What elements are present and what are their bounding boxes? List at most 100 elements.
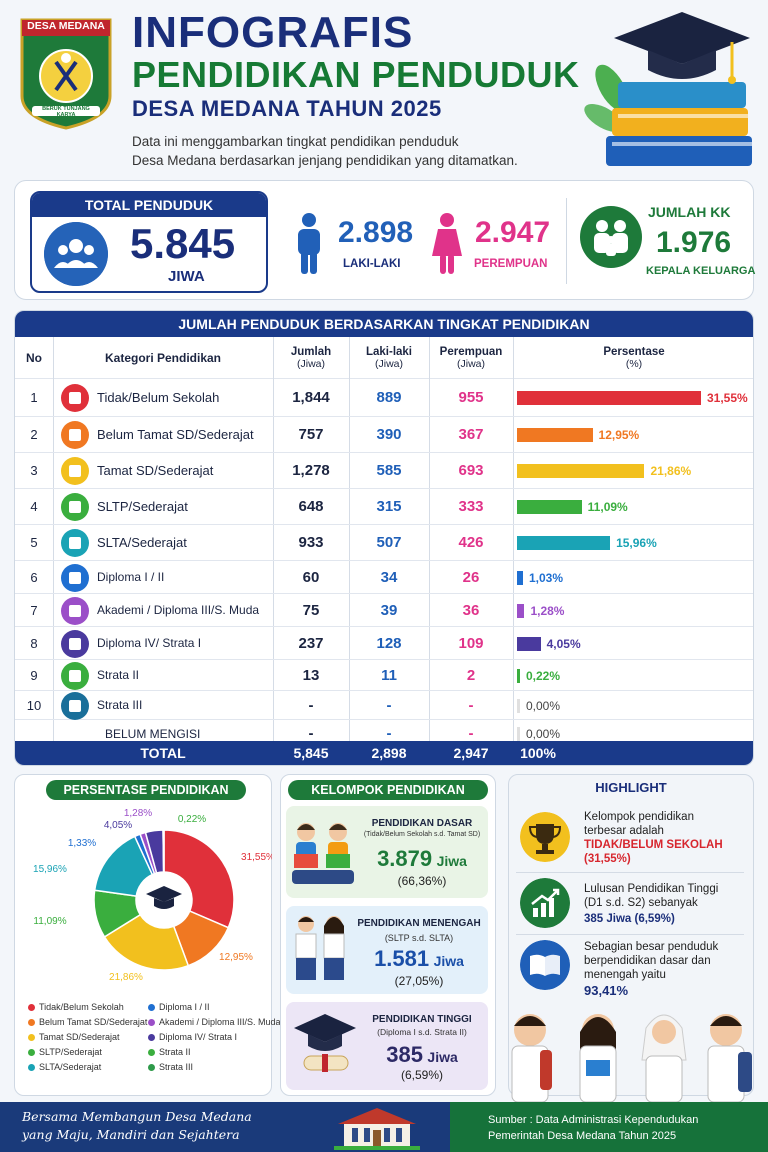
row-kategori: SLTP/Sederajat <box>97 499 188 514</box>
male-value: 2.898 <box>338 216 414 249</box>
legend-label: Tidak/Belum Sekolah <box>39 1002 124 1012</box>
row-perempuan: 36 <box>462 601 480 619</box>
category-icon <box>61 529 89 557</box>
total-population-label: TOTAL PENDUDUK <box>32 193 266 217</box>
total-label: TOTAL <box>140 745 186 761</box>
row-perempuan: 367 <box>458 426 484 443</box>
highlight-3-line-b: berpendidikan dasar dan <box>584 955 711 967</box>
male-icon <box>298 213 320 274</box>
highlight-3-line-a: Sebagian besar penduduk <box>584 941 719 953</box>
header-jumlah-unit: (Jiwa) <box>297 357 325 370</box>
category-icon-glyph <box>69 699 81 712</box>
kelompok-dasar-value: 3.879 <box>377 846 433 871</box>
books-graduation-cap-icon <box>584 12 752 166</box>
legend-swatch <box>28 1064 35 1072</box>
percentage-label: 21,86% <box>650 464 692 478</box>
row-kategori: SLTA/Sederajat <box>97 535 187 550</box>
row-kategori: Diploma I / II <box>97 570 165 584</box>
row-kategori: Belum Tamat SD/Sederajat <box>97 427 254 442</box>
percentage-label: 11,09% <box>587 500 628 514</box>
total-population-value: 5.845 <box>130 220 236 267</box>
row-no: 7 <box>30 602 38 618</box>
row-laki: - <box>386 725 392 742</box>
kelompok-tinggi-name: PENDIDIKAN TINGGI <box>372 1014 472 1025</box>
pie-label: 1,28% <box>124 808 152 819</box>
legend-swatch <box>28 1004 35 1012</box>
highlight-1-line-c: TIDAK/BELUM SEKOLAH <box>584 839 723 851</box>
category-icon <box>61 384 89 412</box>
students-uniform-icon <box>295 916 345 980</box>
legend-swatch <box>148 1004 155 1012</box>
header-persentase: Persentase (%) <box>513 337 753 378</box>
category-icon <box>61 596 89 625</box>
highlight-3: Sebagian besar penduduk berpendidikan da… <box>584 940 718 998</box>
row-jumlah: 757 <box>298 426 324 443</box>
female-label: PEREMPUAN <box>474 258 548 270</box>
row-laki: 128 <box>376 634 402 652</box>
pie-label: 0,22% <box>178 814 206 825</box>
row-no: 4 <box>30 499 38 514</box>
kelompok-dasar-name: PENDIDIKAN DASAR <box>371 818 473 829</box>
header-perempuan-label: Perempuan <box>439 345 503 358</box>
kk-title: JUMLAH KK <box>648 204 731 220</box>
percentage-label: 0,00% <box>526 727 561 741</box>
legend-label: Diploma IV/ Strata I <box>159 1032 238 1042</box>
desc-line-1: Data ini menggambarkan tingkat pendidika… <box>132 134 459 149</box>
female-icon <box>432 213 462 274</box>
row-jumlah: - <box>308 696 314 714</box>
pie-label: 12,95% <box>219 952 253 963</box>
legend-item: Tamat SD/Sederajat <box>28 1032 120 1042</box>
legend-swatch <box>148 1019 155 1027</box>
percentage-label: 1,03% <box>529 570 564 585</box>
legend-label: Tamat SD/Sederajat <box>39 1032 120 1042</box>
legend-label: SLTA/Sederajat <box>39 1062 102 1072</box>
row-perempuan: 693 <box>458 462 484 479</box>
legend-label: Akademi / Diploma III/S. Muda <box>159 1017 281 1027</box>
header-perempuan: Perempuan (Jiwa) <box>429 337 513 378</box>
legend-item: Strata III <box>148 1062 193 1072</box>
percentage-bar <box>517 727 520 741</box>
total-jumlah: 5,845 <box>293 745 329 761</box>
kelompok-tinggi-pct: (6,59%) <box>400 1068 444 1082</box>
column-divider <box>349 337 350 747</box>
highlight-1: Kelompok pendidikan terbesar adalah TIDA… <box>584 810 723 866</box>
highlight-title: HIGHLIGHT <box>595 780 667 795</box>
percentage-label: 4,05% <box>546 636 581 651</box>
row-no: 6 <box>30 569 38 585</box>
highlight-2-line-b: (D1 s.d. S2) sebanyak <box>584 897 698 909</box>
column-divider <box>273 337 274 747</box>
header-laki-unit: (Jiwa) <box>375 357 403 370</box>
trophy-icon <box>520 812 570 862</box>
legend-item: Strata II <box>148 1047 191 1057</box>
total-laki: 2,898 <box>371 745 407 761</box>
kk-value: 1.976 <box>656 226 732 259</box>
header-laki: Laki-laki (Jiwa) <box>349 337 429 378</box>
kelompok-tinggi-unit: Jiwa <box>427 1049 458 1065</box>
pie-slice <box>103 913 190 971</box>
category-icon-glyph <box>69 392 81 404</box>
pie-label: 15,96% <box>33 864 67 875</box>
row-jumlah: 1,844 <box>292 389 330 406</box>
title-pendidikan: PENDIDIKAN PENDUDUK <box>132 54 580 95</box>
kelompok-tinggi-value-line: 385 Jiwa <box>356 1042 488 1068</box>
header-no: No <box>26 350 42 365</box>
kelompok-dasar-pct: (66,36%) <box>397 874 447 888</box>
highlight-3-line-d: 93,41% <box>584 983 629 998</box>
percentage-label: 0,22% <box>526 668 561 683</box>
desc-line-2: Desa Medana berdasarkan jenjang pendidik… <box>132 153 518 168</box>
table-total-row: TOTAL 5,845 2,898 2,947 100% <box>15 741 753 765</box>
education-pie-chart: 31,55% 12,95% 21,86% 11,09% 15,96% 1,33% 1,28%… <box>33 808 272 983</box>
legend-swatch <box>28 1019 35 1027</box>
legend-swatch <box>148 1049 155 1057</box>
category-icon <box>61 421 89 449</box>
row-jumlah: 237 <box>298 634 324 652</box>
row-perempuan: 955 <box>458 389 484 406</box>
kelompok-menengah-range: (SLTP s.d. SLTA) <box>384 933 454 943</box>
row-jumlah: 933 <box>298 534 324 551</box>
legend-item: SLTP/Sederajat <box>28 1047 102 1057</box>
legend-item: Diploma IV/ Strata I <box>148 1032 237 1042</box>
row-laki: - <box>386 696 392 714</box>
pie-label: 4,05% <box>104 820 132 831</box>
female-value: 2.947 <box>475 216 551 249</box>
row-laki: 585 <box>376 462 402 479</box>
